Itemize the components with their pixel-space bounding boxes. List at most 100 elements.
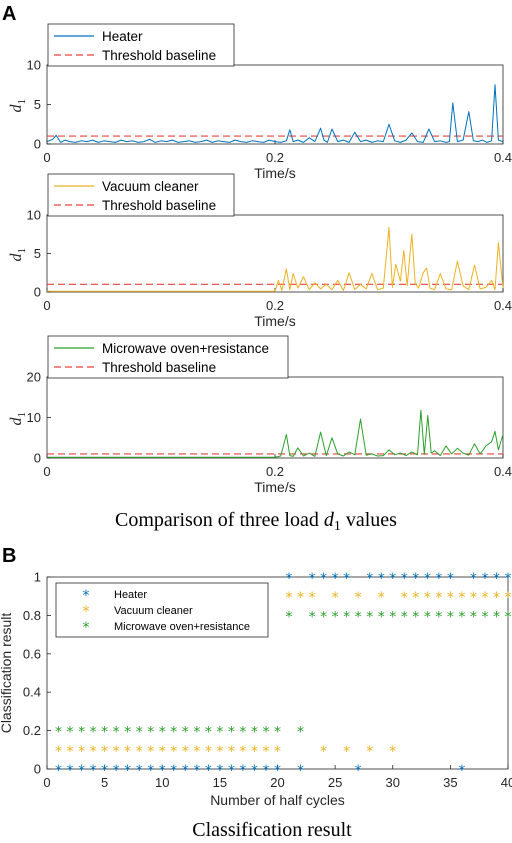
point-heater: * (147, 763, 154, 779)
point-vacuum-cleaner: * (493, 590, 500, 606)
point-microwave-oven-resistance: * (262, 725, 269, 741)
x-tick-label: 40 (501, 775, 512, 790)
point-microwave-oven-resistance: * (435, 609, 442, 625)
caption-a: Comparison of three load d1 values (115, 509, 397, 534)
point-heater: * (412, 571, 419, 587)
point-microwave-oven-resistance: * (159, 725, 166, 741)
point-vacuum-cleaner: * (159, 744, 166, 760)
point-heater: * (447, 571, 454, 587)
point-vacuum-cleaner: * (343, 744, 350, 760)
point-heater: * (124, 763, 131, 779)
y-tick-label: 10 (27, 208, 41, 223)
legend-box (47, 173, 235, 217)
point-microwave-oven-resistance: * (343, 609, 350, 625)
y-axis-label-var: d (8, 104, 25, 113)
point-microwave-oven-resistance: * (78, 725, 85, 741)
point-vacuum-cleaner: * (228, 744, 235, 760)
point-heater: * (55, 763, 62, 779)
point-microwave-oven-resistance: * (136, 725, 143, 741)
series-line-vacuum-cleaner (47, 226, 504, 292)
point-microwave-oven-resistance: * (481, 609, 488, 625)
point-heater: * (159, 763, 166, 779)
point-microwave-oven-resistance: * (182, 725, 189, 741)
point-heater: * (239, 763, 246, 779)
point-microwave-oven-resistance: * (505, 609, 512, 625)
point-vacuum-cleaner: * (435, 590, 442, 606)
point-vacuum-cleaner: * (239, 744, 246, 760)
panel-a-label: A (2, 3, 16, 25)
x-axis-label: Time/s (254, 165, 295, 181)
point-microwave-oven-resistance: * (67, 725, 74, 741)
legend-entry-threshold: Threshold baseline (102, 360, 216, 375)
legend-marker: * (83, 588, 90, 604)
point-heater: * (378, 571, 385, 587)
point-heater: * (505, 571, 512, 587)
caption-a-var: d (324, 509, 335, 531)
point-microwave-oven-resistance: * (193, 725, 200, 741)
point-microwave-oven-resistance: * (286, 609, 293, 625)
plot-area-frame (46, 214, 504, 293)
point-microwave-oven-resistance: * (378, 609, 385, 625)
point-microwave-oven-resistance: * (124, 725, 131, 741)
point-heater: * (286, 571, 293, 587)
y-tick-label: 5 (34, 97, 41, 112)
point-heater: * (251, 763, 258, 779)
x-tick-label: 0 (43, 464, 50, 479)
point-heater: * (228, 763, 235, 779)
x-axis-label: Time/s (254, 313, 295, 329)
y-axis-label: d1 (8, 412, 28, 426)
point-vacuum-cleaner: * (286, 590, 293, 606)
legend-entry-threshold: Threshold baseline (102, 198, 216, 213)
point-vacuum-cleaner: * (124, 744, 131, 760)
point-microwave-oven-resistance: * (274, 725, 281, 741)
point-microwave-oven-resistance: * (309, 609, 316, 625)
point-vacuum-cleaner: * (147, 744, 154, 760)
x-tick-label: 0 (43, 150, 50, 165)
point-heater: * (401, 571, 408, 587)
legend-marker: * (83, 604, 90, 620)
y-axis-label: d1 (8, 248, 28, 262)
point-microwave-oven-resistance: * (251, 725, 258, 741)
legend-marker: * (83, 620, 90, 636)
point-vacuum-cleaner: * (424, 590, 431, 606)
point-microwave-oven-resistance: * (366, 609, 373, 625)
point-vacuum-cleaner: * (366, 744, 373, 760)
point-microwave-oven-resistance: * (170, 725, 177, 741)
legend-entry-series: Vacuum cleaner (102, 179, 199, 194)
point-heater: * (435, 571, 442, 587)
point-heater: * (274, 763, 281, 779)
point-heater: * (332, 571, 339, 587)
y-axis-label-sub: 1 (16, 248, 28, 254)
x-tick-label: 0 (43, 775, 50, 790)
y-tick-label: 10 (27, 58, 41, 73)
point-heater: * (355, 763, 362, 779)
caption-b: Classification result (192, 819, 352, 841)
y-tick-label: 1 (34, 570, 41, 585)
point-microwave-oven-resistance: * (297, 725, 304, 741)
point-microwave-oven-resistance: * (412, 609, 419, 625)
y-tick-label: 0.8 (23, 608, 41, 623)
point-heater: * (470, 571, 477, 587)
panel-b-label: B (2, 545, 16, 567)
legend-entry-threshold: Threshold baseline (102, 48, 216, 63)
point-microwave-oven-resistance: * (147, 725, 154, 741)
point-heater: * (216, 763, 223, 779)
x-tick-label: 0 (43, 298, 50, 313)
point-heater: * (343, 571, 350, 587)
x-tick-label: 0.2 (266, 464, 284, 479)
plot-area-frame (46, 376, 504, 459)
point-vacuum-cleaner: * (101, 744, 108, 760)
point-microwave-oven-resistance: * (101, 725, 108, 741)
series-line-microwave-oven-resistance (47, 409, 504, 458)
point-vacuum-cleaner: * (401, 590, 408, 606)
legend-box (55, 582, 269, 638)
y-tick-label: 0 (34, 285, 41, 300)
y-tick-label: 0.2 (23, 723, 41, 738)
point-vacuum-cleaner: * (447, 590, 454, 606)
point-vacuum-cleaner: * (205, 744, 212, 760)
y-tick-label: 0 (34, 137, 41, 152)
point-heater: * (205, 763, 212, 779)
point-microwave-oven-resistance: * (320, 609, 327, 625)
legend-entry: Vacuum cleaner (114, 605, 193, 617)
